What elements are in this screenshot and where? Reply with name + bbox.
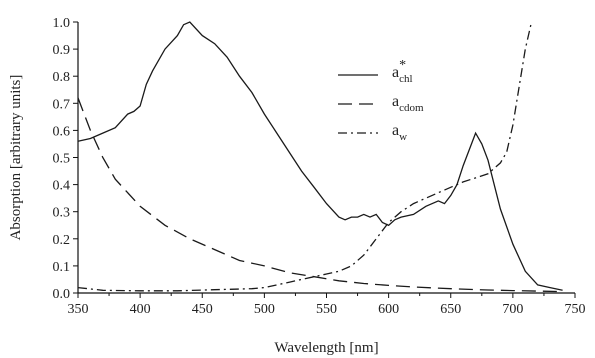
y-tick-label: 0.7 [53, 97, 71, 112]
series-layer [77, 21, 563, 293]
legend-label: acdom [392, 93, 424, 114]
y-tick-label: 1.0 [53, 16, 71, 31]
y-tick-label: 0.1 [53, 260, 71, 275]
y-tick-label: 0.8 [53, 70, 71, 85]
legend: a* chl acdom aw [338, 58, 424, 143]
legend-label: a* chl [392, 58, 413, 85]
y-tick-label: 0.5 [53, 152, 71, 167]
x-tick-label: 500 [254, 302, 275, 317]
y-tick-label: 0.3 [53, 206, 71, 221]
y-tick-label: 0.4 [53, 179, 71, 194]
x-tick-label: 400 [130, 302, 151, 317]
x-tick-label: 650 [440, 302, 461, 317]
y-axis-ticks: 0.0 0.1 0.2 0.3 0.4 0.5 0.6 0.7 0.8 0.9 1.0 [53, 16, 78, 302]
x-tick-label: 450 [192, 302, 213, 317]
y-tick-label: 0.9 [53, 43, 71, 58]
axes [77, 22, 575, 294]
x-tick-label: 350 [68, 302, 89, 317]
y-tick-label: 0.0 [53, 287, 71, 302]
y-axis-title: Absorption [arbitrary units] [8, 75, 24, 241]
series-line-solid [77, 21, 563, 291]
y-tick-label: 0.2 [53, 233, 71, 248]
x-tick-label: 700 [502, 302, 523, 317]
legend-label: aw [392, 122, 407, 143]
x-axis-title: Wavelength [nm] [274, 340, 378, 356]
x-tick-label: 750 [565, 302, 586, 317]
series-line-dashdot [77, 21, 533, 292]
x-axis-ticks: 350 400 450 500 550 600 650 700 750 [68, 293, 586, 317]
x-tick-label: 550 [316, 302, 337, 317]
y-tick-label: 0.6 [53, 124, 71, 139]
series-line-dashed [77, 97, 563, 293]
x-tick-label: 600 [378, 302, 399, 317]
